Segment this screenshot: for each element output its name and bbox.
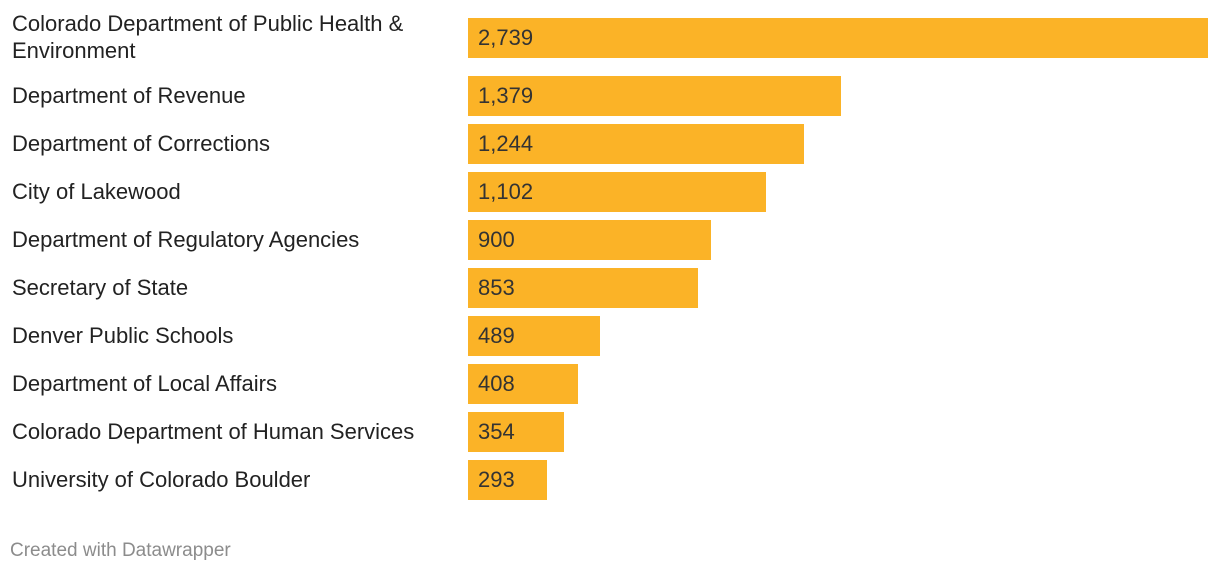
bar-value-label: 354: [478, 419, 515, 444]
bar: 408: [468, 364, 578, 404]
category-label: Department of Corrections: [12, 131, 270, 156]
category-label: Secretary of State: [12, 275, 189, 300]
bar-value-label: 293: [478, 467, 515, 492]
bar: 293: [468, 460, 547, 500]
category-label: Colorado Department of Public Health & E…: [12, 11, 404, 63]
bar: 900: [468, 220, 711, 260]
bar-value-label: 1,102: [478, 179, 534, 204]
bar-value-label: 408: [478, 371, 515, 396]
bar: 1,244: [468, 124, 804, 164]
bar-value-label: 853: [478, 275, 515, 300]
category-label: Colorado Department of Human Services: [12, 419, 415, 444]
datawrapper-credit: Created with Datawrapper: [10, 540, 231, 561]
bar-value-label: 900: [478, 227, 515, 252]
bar-value-label: 1,244: [478, 131, 534, 156]
bar: 354: [468, 412, 564, 452]
bar: 1,379: [468, 76, 841, 116]
category-label: Department of Revenue: [12, 83, 246, 108]
category-label: City of Lakewood: [12, 179, 181, 204]
bar-value-label: 1,379: [478, 83, 534, 108]
category-label: University of Colorado Boulder: [12, 467, 311, 492]
bar: 853: [468, 268, 698, 308]
bar: 2,739: [468, 18, 1208, 58]
bar-chart: Colorado Department of Public Health & E…: [12, 11, 1208, 500]
bar: 489: [468, 316, 600, 356]
category-label: Department of Local Affairs: [12, 371, 277, 396]
category-label: Department of Regulatory Agencies: [12, 227, 360, 252]
bar: 1,102: [468, 172, 766, 212]
bar-value-label: 489: [478, 323, 515, 348]
bar-value-label: 2,739: [478, 25, 534, 50]
category-label: Denver Public Schools: [12, 323, 234, 348]
